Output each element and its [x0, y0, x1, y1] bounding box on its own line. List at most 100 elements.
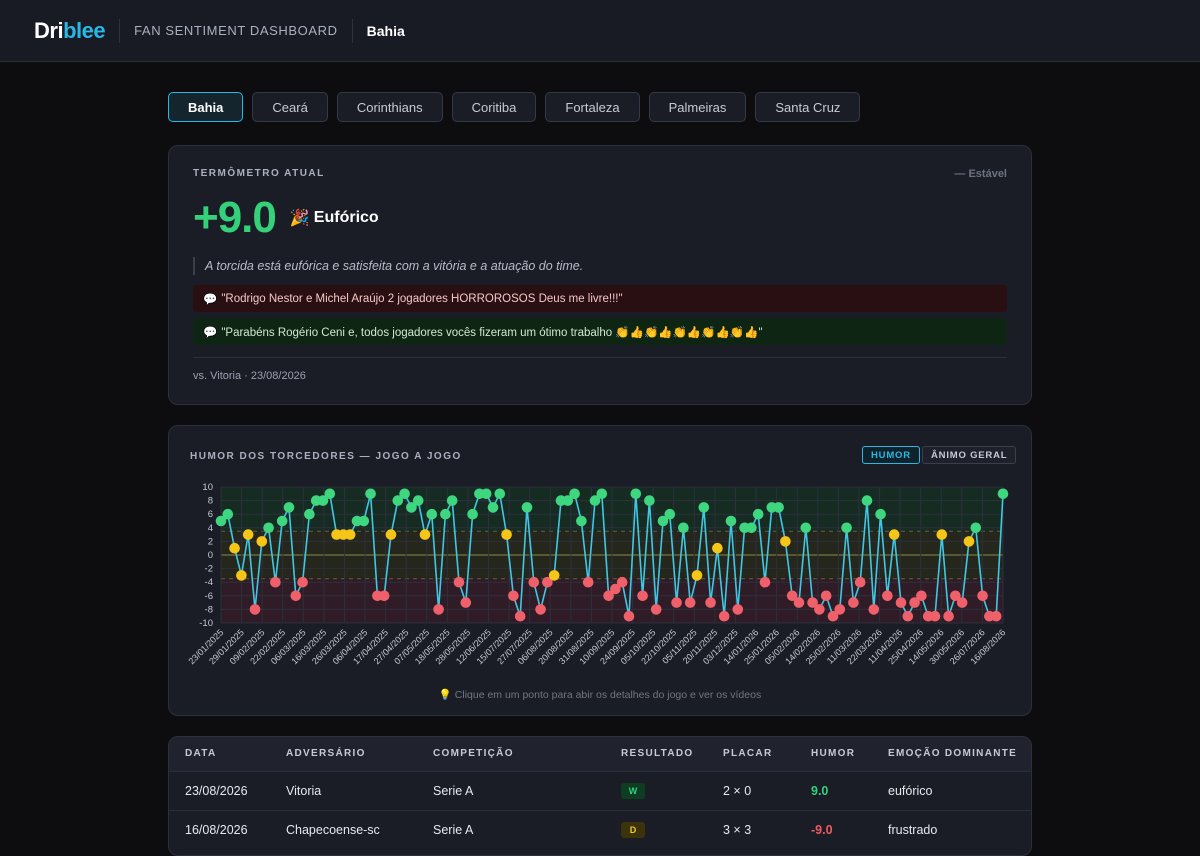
data-point[interactable]	[344, 529, 356, 540]
data-point[interactable]	[712, 542, 723, 554]
data-point[interactable]	[508, 590, 519, 602]
data-point[interactable]	[426, 508, 438, 520]
data-point[interactable]	[535, 604, 546, 615]
data-point[interactable]	[902, 610, 914, 622]
data-point[interactable]	[936, 529, 948, 540]
data-point[interactable]	[678, 522, 689, 534]
toggle-animo-geral[interactable]: ÂNIMO GERAL	[922, 446, 1017, 464]
data-point[interactable]	[637, 590, 648, 602]
tab-ceara[interactable]: Ceará	[252, 92, 328, 122]
data-point[interactable]	[480, 488, 492, 500]
data-point[interactable]	[589, 495, 601, 506]
data-point[interactable]	[814, 604, 825, 615]
data-point[interactable]	[671, 597, 682, 608]
data-point[interactable]	[827, 610, 839, 622]
data-point[interactable]	[582, 576, 594, 588]
tab-corinthians[interactable]: Corinthians	[336, 92, 443, 122]
data-point[interactable]	[385, 529, 397, 540]
data-point[interactable]	[929, 610, 941, 622]
data-point[interactable]	[324, 488, 336, 500]
data-point[interactable]	[888, 529, 900, 540]
data-point[interactable]	[249, 604, 261, 615]
data-point[interactable]	[419, 529, 431, 540]
data-point[interactable]	[705, 597, 716, 608]
data-point[interactable]	[848, 597, 859, 608]
data-point[interactable]	[412, 495, 424, 506]
data-point[interactable]	[970, 522, 982, 534]
data-point[interactable]	[358, 515, 370, 527]
data-point[interactable]	[698, 502, 710, 513]
data-point[interactable]	[909, 597, 920, 608]
data-point[interactable]	[378, 590, 390, 602]
data-point[interactable]	[215, 515, 227, 527]
data-point[interactable]	[514, 610, 526, 622]
tab-santa-cruz[interactable]: Santa Cruz	[755, 92, 861, 122]
data-point[interactable]	[467, 508, 478, 520]
data-point[interactable]	[882, 590, 893, 602]
toggle-humor[interactable]: HUMOR	[862, 446, 920, 464]
data-point[interactable]	[773, 502, 784, 513]
data-point[interactable]	[548, 570, 560, 581]
data-point[interactable]	[950, 590, 961, 602]
data-point[interactable]	[290, 590, 302, 602]
data-point[interactable]	[759, 576, 771, 588]
col-resultado[interactable]: RESULTADO	[605, 737, 707, 771]
data-point[interactable]	[916, 590, 927, 602]
logo[interactable]: Driblee	[34, 18, 106, 44]
data-point[interactable]	[263, 522, 274, 534]
data-point[interactable]	[236, 570, 247, 581]
data-point[interactable]	[868, 604, 880, 615]
data-point[interactable]	[528, 576, 540, 588]
data-point[interactable]	[229, 542, 240, 554]
data-point[interactable]	[304, 508, 315, 520]
data-point[interactable]	[820, 590, 832, 602]
data-point[interactable]	[542, 576, 553, 588]
data-point[interactable]	[596, 488, 608, 500]
col-placar[interactable]: PLACAR	[707, 737, 795, 771]
data-point[interactable]	[793, 597, 805, 608]
data-point[interactable]	[644, 495, 655, 506]
data-point[interactable]	[610, 583, 621, 595]
data-point[interactable]	[990, 610, 1002, 622]
data-point[interactable]	[650, 604, 662, 615]
tab-bahia[interactable]: Bahia	[168, 92, 244, 122]
data-point[interactable]	[691, 570, 703, 581]
data-point[interactable]	[895, 597, 907, 608]
tab-palmeiras[interactable]: Palmeiras	[648, 92, 747, 122]
tab-coritiba[interactable]: Coritiba	[451, 92, 537, 122]
data-point[interactable]	[501, 529, 512, 540]
data-point[interactable]	[956, 597, 968, 608]
data-point[interactable]	[521, 502, 533, 513]
data-point[interactable]	[746, 522, 757, 534]
data-point[interactable]	[494, 488, 506, 500]
data-point[interactable]	[460, 597, 472, 608]
data-point[interactable]	[943, 610, 954, 622]
data-point[interactable]	[725, 515, 737, 527]
data-point[interactable]	[786, 590, 798, 602]
data-point[interactable]	[562, 495, 574, 506]
data-point[interactable]	[276, 515, 288, 527]
data-point[interactable]	[270, 576, 281, 588]
data-point[interactable]	[440, 508, 451, 520]
data-point[interactable]	[732, 604, 744, 615]
table-row[interactable]: 16/08/2026 Chapecoense-sc Serie A D 3 × …	[169, 809, 1031, 849]
data-point[interactable]	[630, 488, 642, 500]
data-point[interactable]	[392, 495, 404, 506]
data-point[interactable]	[406, 502, 417, 513]
col-adversario[interactable]: ADVERSÁRIO	[270, 737, 417, 771]
data-point[interactable]	[718, 610, 730, 622]
data-point[interactable]	[487, 502, 499, 513]
data-point[interactable]	[399, 488, 410, 500]
data-point[interactable]	[657, 515, 669, 527]
data-point[interactable]	[317, 495, 329, 506]
data-point[interactable]	[752, 508, 764, 520]
data-point[interactable]	[780, 536, 791, 547]
data-point[interactable]	[603, 590, 614, 602]
data-point[interactable]	[222, 508, 234, 520]
data-point[interactable]	[623, 610, 635, 622]
data-point[interactable]	[997, 488, 1009, 500]
data-point[interactable]	[569, 488, 580, 500]
data-point[interactable]	[807, 597, 818, 608]
data-point[interactable]	[433, 604, 444, 615]
data-point[interactable]	[800, 522, 812, 534]
